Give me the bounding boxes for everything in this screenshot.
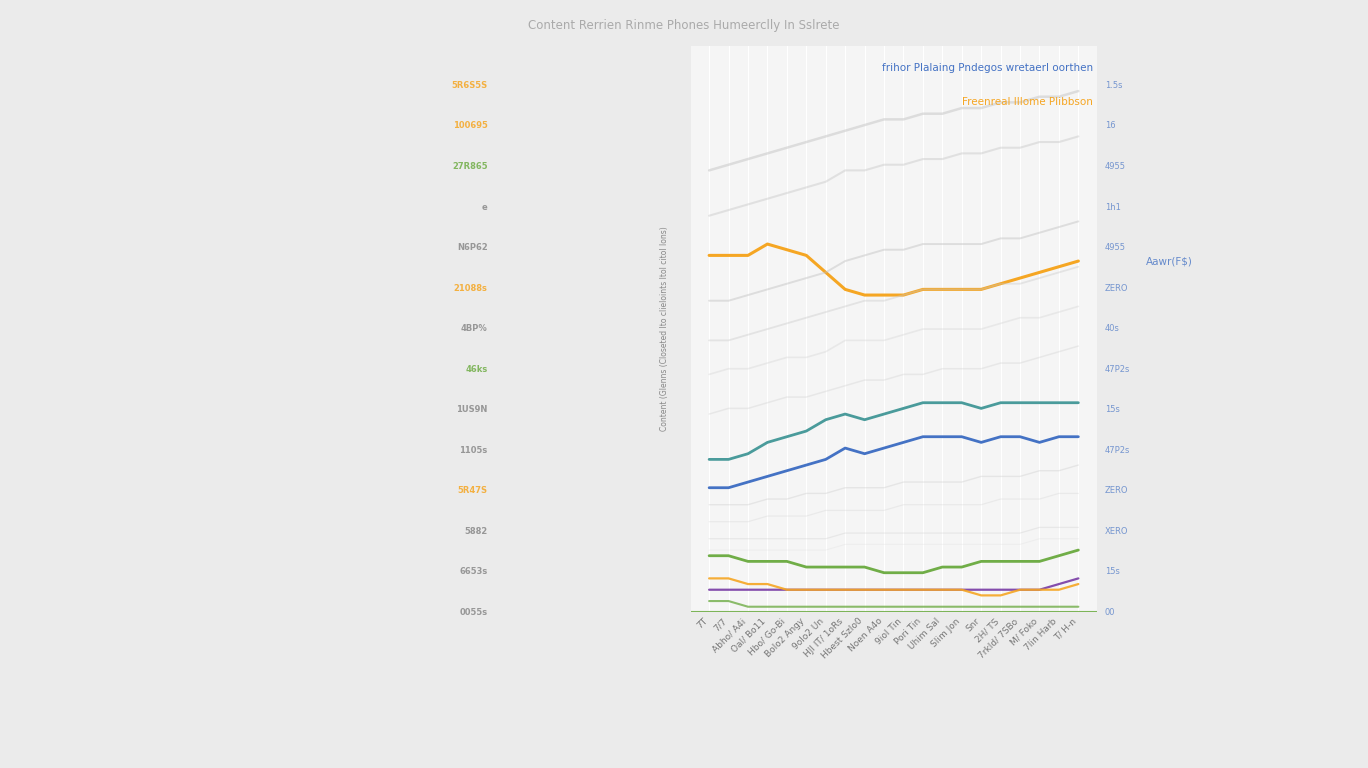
Text: 47P2s: 47P2s bbox=[1105, 445, 1130, 455]
Text: 46ks: 46ks bbox=[465, 365, 487, 374]
Text: 100695: 100695 bbox=[453, 121, 487, 131]
Text: 5R47S: 5R47S bbox=[457, 486, 487, 495]
Text: 4BP%: 4BP% bbox=[461, 324, 487, 333]
Text: Freenreal Illome Plibbson: Freenreal Illome Plibbson bbox=[962, 97, 1093, 107]
Text: XERO: XERO bbox=[1105, 527, 1129, 536]
Text: 0055s: 0055s bbox=[460, 608, 487, 617]
Text: 1.5s: 1.5s bbox=[1105, 81, 1123, 90]
Text: Content (Glenns (Closeted Ito clieloints Itol citol lons): Content (Glenns (Closeted Ito clieloints… bbox=[659, 227, 669, 432]
Text: ZERO: ZERO bbox=[1105, 486, 1129, 495]
Text: N6P62: N6P62 bbox=[457, 243, 487, 252]
Text: 6653s: 6653s bbox=[460, 568, 487, 576]
Text: 16: 16 bbox=[1105, 121, 1115, 131]
Text: Content Rerrien Rinme Phones Humeerclly In Sslrete: Content Rerrien Rinme Phones Humeerclly … bbox=[528, 19, 840, 32]
Text: e: e bbox=[482, 203, 487, 211]
Text: 4955: 4955 bbox=[1105, 243, 1126, 252]
Text: 5882: 5882 bbox=[464, 527, 487, 536]
Text: 00: 00 bbox=[1105, 608, 1115, 617]
Text: 15s: 15s bbox=[1105, 568, 1120, 576]
Text: 1h1: 1h1 bbox=[1105, 203, 1120, 211]
Text: 15s: 15s bbox=[1105, 406, 1120, 414]
Text: ZERO: ZERO bbox=[1105, 283, 1129, 293]
Text: 27R865: 27R865 bbox=[451, 162, 487, 171]
Text: 4955: 4955 bbox=[1105, 162, 1126, 171]
Text: 47P2s: 47P2s bbox=[1105, 365, 1130, 374]
Text: 5R6S5S: 5R6S5S bbox=[451, 81, 487, 90]
Text: frihor Plalaing Pndegos wretaerl oorthen: frihor Plalaing Pndegos wretaerl oorthen bbox=[881, 63, 1093, 73]
Text: 40s: 40s bbox=[1105, 324, 1120, 333]
Text: 21088s: 21088s bbox=[454, 283, 487, 293]
Text: Aawr(F$): Aawr(F$) bbox=[1145, 256, 1193, 266]
Text: 1US9N: 1US9N bbox=[456, 406, 487, 414]
Text: 1105s: 1105s bbox=[460, 445, 487, 455]
